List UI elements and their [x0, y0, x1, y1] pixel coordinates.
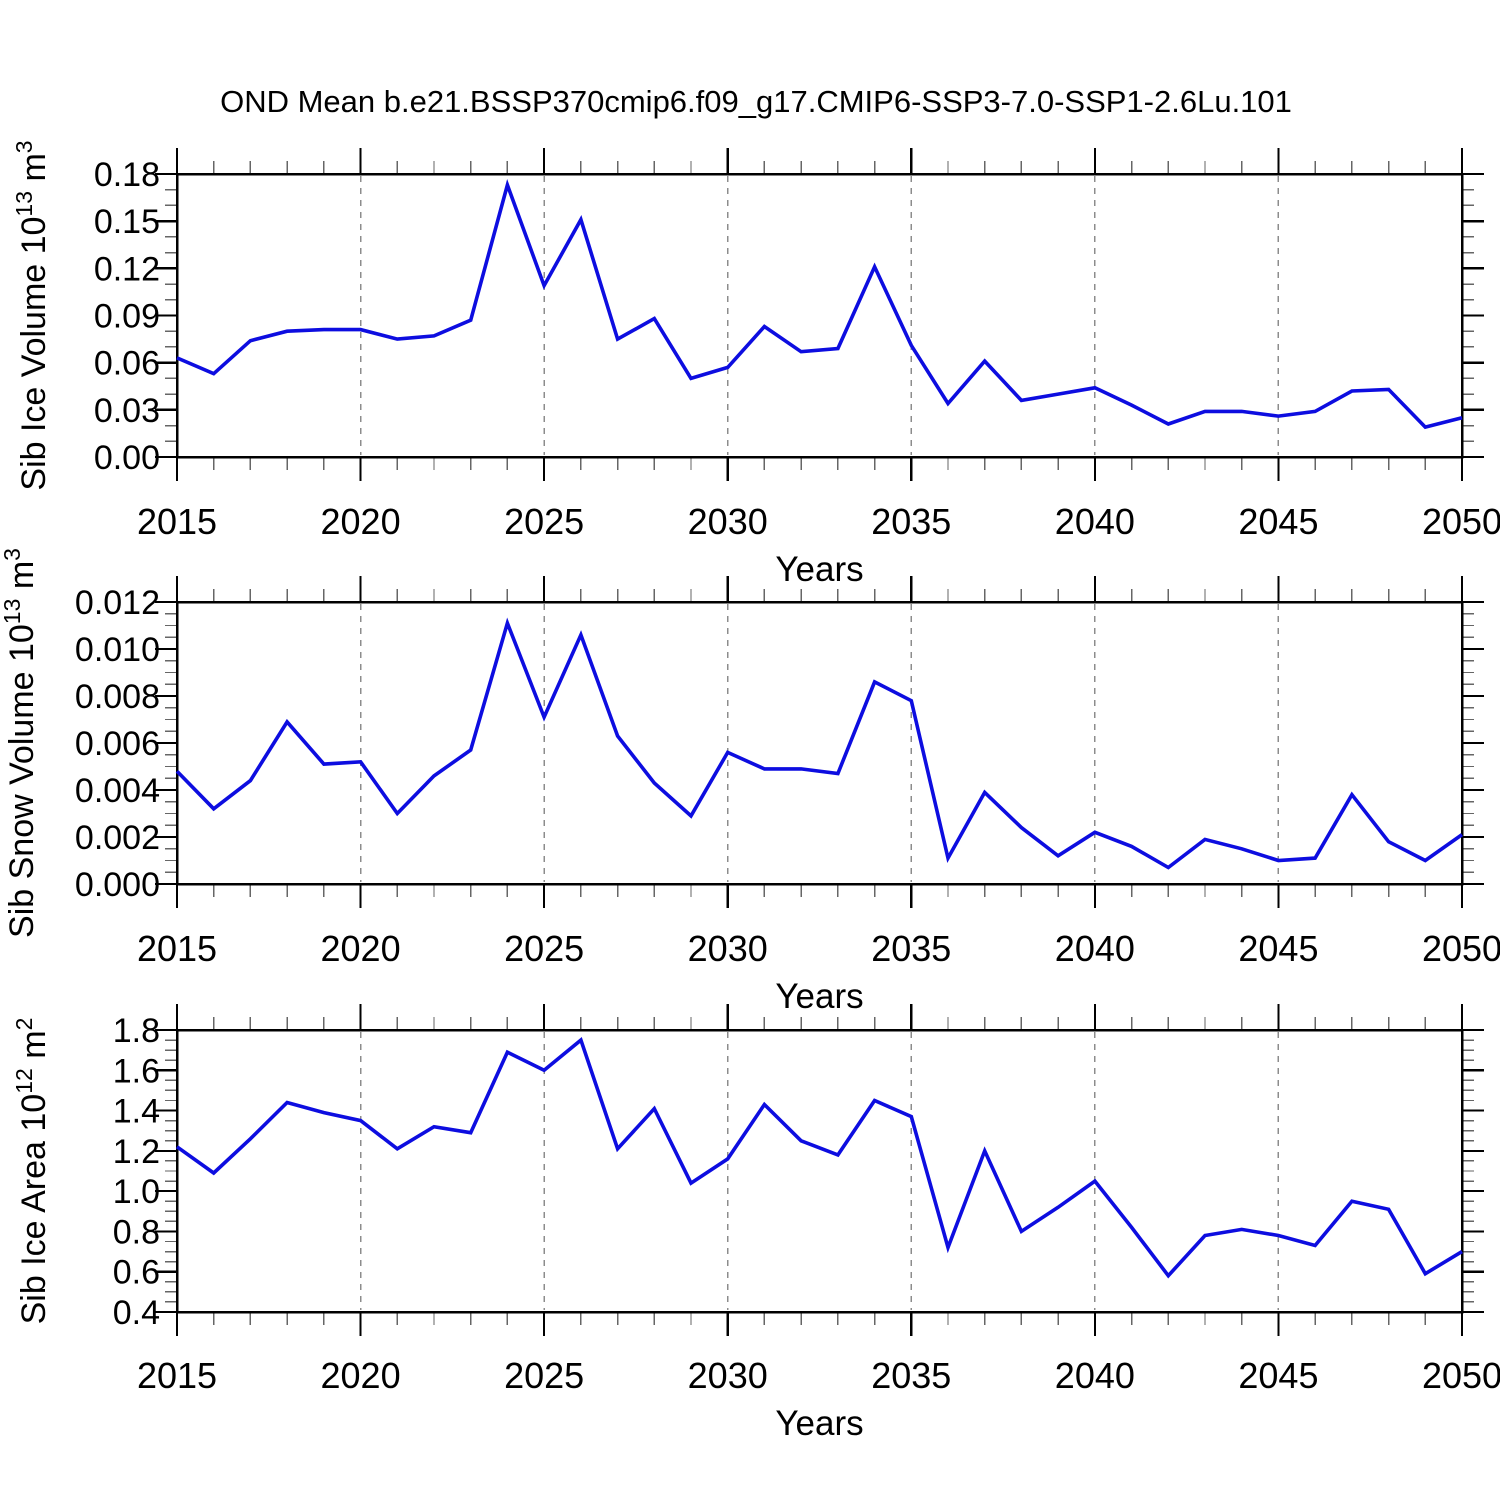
y-tick-label: 1.2	[113, 1133, 160, 1171]
y-tick-label: 0.00	[94, 439, 160, 477]
y-axis-title: Sib Ice Volume 1013 m3	[11, 140, 53, 490]
y-tick-label: 0.002	[75, 819, 160, 857]
sib-ice-volume-series-line	[176, 179, 1463, 430]
figure-title: OND Mean b.e21.BSSP370cmip6.f09_g17.CMIP…	[220, 84, 1292, 119]
x-axis-title: Years	[775, 977, 863, 1016]
y-tick-label: 0.6	[113, 1254, 160, 1292]
x-tick-label: 2040	[1055, 1355, 1135, 1396]
y-tick-label: 0.03	[94, 392, 160, 430]
y-tick-label: 0.06	[94, 345, 160, 383]
x-tick-label: 2045	[1238, 1355, 1318, 1396]
x-tick-label: 2050	[1422, 1355, 1500, 1396]
chart-sib-ice-area: 0.40.60.81.01.21.41.61.8 2015 2020 2025 2030…	[11, 1004, 1500, 1443]
y-tick-label: 0.15	[94, 203, 160, 241]
x-tick-label: 2025	[504, 501, 584, 542]
y-tick-label: 0.8	[113, 1213, 160, 1251]
y-tick-label: 1.0	[113, 1173, 160, 1211]
sib-snow-volume-series-line	[175, 617, 1464, 870]
y-axis-title: Sib Ice Area 1012 m2	[11, 1018, 53, 1325]
x-tick-label: 2030	[688, 928, 768, 969]
chart-sib-snow-volume: 0.000 0.002 0.004 0.006 0.008 0.010 0.012 2015 2…	[0, 548, 1500, 1016]
y-tick-label: 1.8	[113, 1012, 160, 1050]
x-axis-title: Years	[775, 1404, 863, 1443]
x-tick-label: 2040	[1055, 928, 1135, 969]
x-tick-label: 2020	[321, 1355, 401, 1396]
x-tick-label: 2025	[504, 1355, 584, 1396]
x-axis-title: Years	[775, 550, 863, 589]
x-tick-label: 2035	[871, 501, 951, 542]
plot-frame	[175, 172, 1464, 459]
y-tick-label: 0.000	[75, 866, 160, 904]
x-tick-label: 2020	[321, 928, 401, 969]
y-tick-label: 0.09	[94, 298, 160, 336]
x-tick-label: 2040	[1055, 501, 1135, 542]
x-tick-label: 2015	[137, 1355, 217, 1396]
y-tick-label: 0.4	[113, 1294, 160, 1332]
x-tick-label: 2030	[688, 501, 768, 542]
x-tick-label: 2035	[871, 928, 951, 969]
x-tick-label: 2025	[504, 928, 584, 969]
y-tick-label: 0.006	[75, 725, 160, 763]
x-tick-label: 2050	[1422, 501, 1500, 542]
y-tick-label: 1.4	[113, 1093, 160, 1131]
x-tick-label: 2015	[137, 501, 217, 542]
x-tick-label: 2035	[871, 1355, 951, 1396]
x-tick-label: 2020	[321, 501, 401, 542]
plot-frame	[175, 600, 1464, 886]
y-tick-label: 0.012	[75, 584, 160, 622]
x-tick-label: 2045	[1238, 501, 1318, 542]
y-tick-label: 1.6	[113, 1052, 160, 1090]
x-tick-label: 2050	[1422, 928, 1500, 969]
x-tick-label: 2045	[1238, 928, 1318, 969]
plot-frame	[175, 1028, 1464, 1314]
x-tick-label: 2015	[137, 928, 217, 969]
y-tick-label: 0.18	[94, 156, 160, 194]
y-tick-label: 0.12	[94, 250, 160, 288]
x-tick-label: 2030	[688, 1355, 768, 1396]
chart-sib-ice-volume: 0.00 0.03 0.06 0.09 0.12 0.15 0.18 2015 2020 2025…	[11, 140, 1500, 589]
y-axis-title: Sib Snow Volume 1013 m3	[0, 548, 41, 938]
y-tick-label: 0.010	[75, 631, 160, 669]
sib-ice-area-series-line	[175, 1037, 1463, 1279]
y-tick-label: 0.004	[75, 772, 160, 810]
y-tick-label: 0.008	[75, 678, 160, 716]
